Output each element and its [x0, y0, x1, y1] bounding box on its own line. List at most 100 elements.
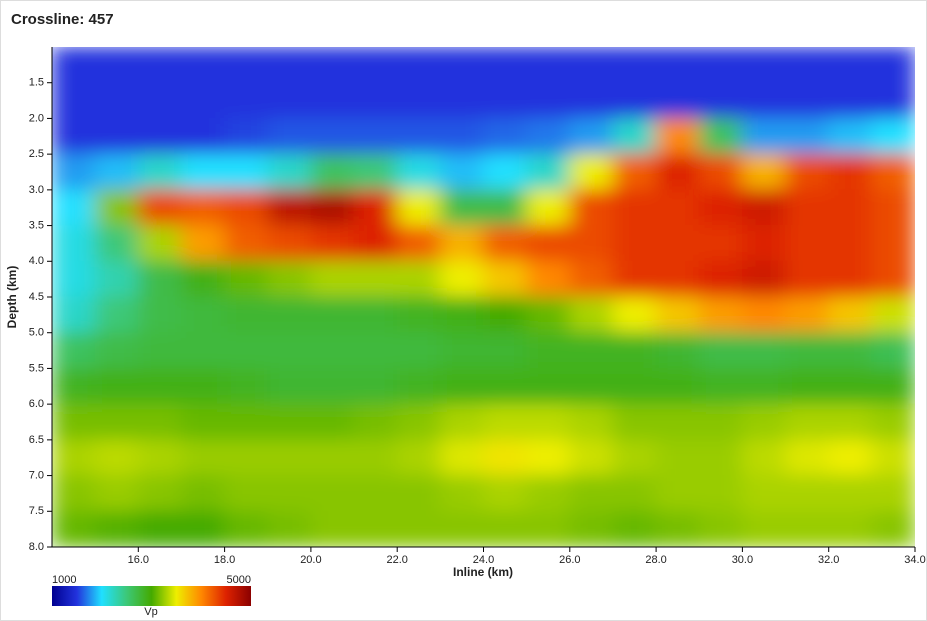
y-tick-label: 5.5 [29, 362, 44, 374]
colorbar-max: 5000 [227, 574, 251, 586]
heat-cell [396, 367, 441, 405]
heat-cell [439, 332, 484, 369]
heat-cell [526, 475, 571, 512]
heat-cell [871, 475, 915, 512]
heat-cell [741, 439, 787, 477]
heat-cell [655, 510, 700, 547]
heat-cell [655, 82, 700, 119]
heat-cell [224, 475, 269, 512]
heat-cell [439, 475, 484, 512]
heat-cell [828, 475, 873, 512]
heat-cell [828, 82, 873, 119]
x-tick-label: 22.0 [386, 554, 407, 566]
heat-cell [612, 475, 657, 512]
heat-cell [310, 403, 355, 441]
heat-cell [569, 296, 614, 334]
heat-cell [655, 117, 700, 155]
heat-cell [310, 189, 355, 227]
heat-cell [483, 82, 528, 119]
heat-cell [871, 82, 915, 119]
heat-cell [267, 296, 312, 334]
heat-cell [785, 117, 830, 155]
heat-cell [698, 225, 743, 262]
heat-cell [396, 510, 441, 547]
heat-cell [483, 225, 528, 262]
heat-cell [52, 82, 96, 119]
heat-cell [828, 47, 873, 84]
heat-cell [396, 153, 441, 191]
heat-cell [267, 510, 312, 547]
heat-cell [655, 260, 700, 298]
x-tick-label: 24.0 [473, 554, 494, 566]
heat-cell [137, 225, 182, 262]
heat-cell [526, 367, 571, 405]
heat-cell [655, 403, 700, 441]
heat-cell [310, 332, 355, 369]
heat-cell [569, 475, 614, 512]
heat-cell [353, 82, 398, 119]
heat-cell [871, 189, 915, 227]
heat-cell [698, 332, 743, 369]
heat-cell [94, 82, 139, 119]
heat-cell [871, 260, 915, 298]
heat-cell [353, 153, 398, 191]
heat-cell [353, 225, 398, 262]
heat-cell [612, 439, 657, 477]
heat-cell [94, 403, 139, 441]
heat-cell [483, 403, 528, 441]
heat-cell [137, 403, 182, 441]
heat-cell [483, 296, 528, 334]
heat-cell [526, 260, 571, 298]
heat-cell [483, 475, 528, 512]
heat-cell [137, 475, 182, 512]
x-tick-label: 30.0 [732, 554, 753, 566]
x-tick-label: 34.0 [904, 554, 925, 566]
heat-cell [396, 475, 441, 512]
heat-cell [137, 332, 182, 369]
heat-cell [180, 117, 226, 155]
heat-cell [267, 332, 312, 369]
heat-cell [785, 153, 830, 191]
heat-cell [526, 47, 571, 84]
heat-cell [180, 475, 226, 512]
heat-cell [94, 296, 139, 334]
heat-cell [310, 260, 355, 298]
heat-cell [871, 510, 915, 547]
heat-cell [267, 153, 312, 191]
heat-cell [569, 367, 614, 405]
heat-cell [353, 367, 398, 405]
heat-cell [741, 475, 787, 512]
heat-cell [785, 47, 830, 84]
heat-cell [785, 189, 830, 227]
heat-cell [267, 367, 312, 405]
heat-cell [569, 260, 614, 298]
x-tick-label: 20.0 [300, 554, 321, 566]
heat-cell [785, 475, 830, 512]
heat-cell [655, 296, 700, 334]
heat-cell [137, 367, 182, 405]
heat-cell [612, 296, 657, 334]
heat-cell [52, 332, 96, 369]
heat-cell [396, 439, 441, 477]
heat-cell [828, 439, 873, 477]
heat-cell [180, 367, 226, 405]
heat-cell [52, 47, 96, 84]
heat-cell [483, 153, 528, 191]
heat-cell [569, 82, 614, 119]
heat-cell [871, 117, 915, 155]
heat-cell [828, 367, 873, 405]
heat-cell [310, 47, 355, 84]
y-tick-label: 8.0 [29, 541, 44, 553]
heat-cell [396, 296, 441, 334]
y-tick-label: 3.5 [29, 219, 44, 231]
heat-cell [569, 117, 614, 155]
heat-cell [52, 403, 96, 441]
heat-cell [353, 189, 398, 227]
heat-cell [828, 189, 873, 227]
heat-cell [224, 510, 269, 547]
heat-cell [785, 332, 830, 369]
heat-cell [52, 153, 96, 191]
heat-cell [137, 439, 182, 477]
heat-cell [612, 82, 657, 119]
heat-cell [224, 439, 269, 477]
